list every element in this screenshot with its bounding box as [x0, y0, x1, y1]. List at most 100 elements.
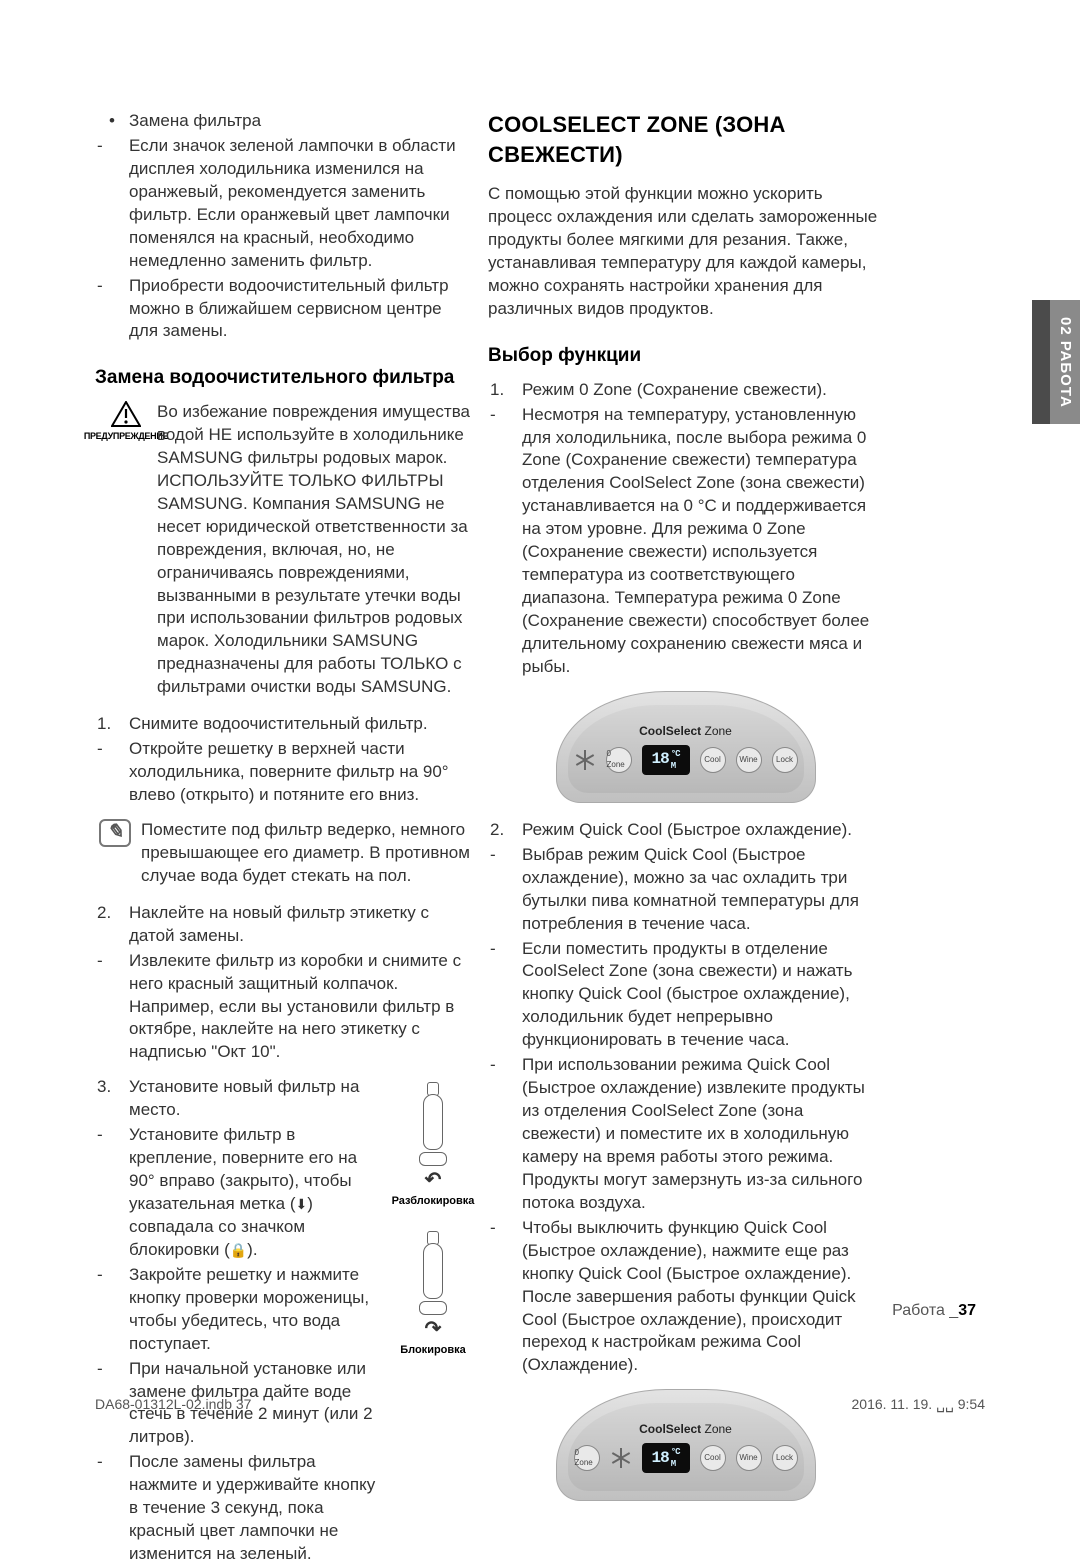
step-number: 2.: [95, 902, 129, 948]
panel-title-rest: Zone: [701, 1422, 732, 1436]
print-timestamp: 2016. 11. 19. ␣␣ 9:54: [852, 1395, 986, 1414]
heading-filter-replace: Замена водоочистительного фильтра: [95, 365, 470, 391]
dash-text: При использовании режима Quick Cool (Быс…: [522, 1054, 883, 1215]
dash-text: Закройте решетку и нажмите кнопку провер…: [129, 1264, 386, 1356]
dash-marker: -: [95, 1451, 129, 1566]
dash-item: - Извлеките фильтр из коробки и снимите …: [95, 950, 470, 1065]
dash-marker: -: [488, 938, 522, 1053]
figure-label-lock: Блокировка: [400, 1343, 466, 1358]
page-number: Работа _37: [892, 1300, 976, 1322]
panel-lcd: 18°CM: [642, 745, 690, 775]
dash-text: Несмотря на температуру, установленную д…: [522, 404, 883, 679]
dash-item: - Установите фильтр в крепление, поверни…: [95, 1124, 386, 1262]
step-number: 2.: [488, 819, 522, 842]
snowflake-icon: [610, 1447, 632, 1469]
side-tab: 02 РАБОТА: [1050, 300, 1080, 424]
note-icon: ✎: [99, 819, 131, 847]
dash-marker: -: [95, 275, 129, 344]
dash-marker: -: [488, 404, 522, 679]
note-block: ✎ Поместите под фильтр ведерко, немного …: [95, 819, 470, 888]
section-name: Работа: [892, 1302, 945, 1319]
note-text: Поместите под фильтр ведерко, немного пр…: [141, 819, 470, 888]
warning-triangle-icon: [111, 401, 141, 427]
dash-item: - Чтобы выключить функцию Quick Cool (Бы…: [488, 1217, 883, 1378]
panel-lock-button: Lock: [772, 747, 798, 773]
step-3-text-col: 3. Установите новый фильтр на место. - У…: [95, 1076, 386, 1568]
warning-text: Во избежание повреждения имущества водой…: [157, 401, 470, 699]
step-number: 1.: [488, 379, 522, 402]
dash-text: Если значок зеленой лампочки в области д…: [129, 135, 470, 273]
panel-lcd: 18°CM: [642, 1443, 690, 1473]
step-text: Снимите водоочистительный фильтр.: [129, 713, 470, 736]
coolselect-panel-figure: CoolSelect Zone 0 Zone 18°CM Cool Wine L…: [556, 691, 816, 803]
dash-text: Если поместить продукты в отделение Cool…: [522, 938, 883, 1053]
dash-item: - Выбрав режим Quick Cool (Быстрое охлаж…: [488, 844, 883, 936]
warning-block: ПРЕДУПРЕЖДЕНИЕ Во избежание повреждения …: [95, 401, 470, 699]
step-text: Наклейте на новый фильтр этикетку с дато…: [129, 902, 470, 948]
dash-item: - После замены фильтра нажмите и удержив…: [95, 1451, 386, 1566]
bullet-text: Замена фильтра: [129, 110, 470, 133]
right-column: COOLSELECT ZONE (ЗОНА СВЕЖЕСТИ) С помощь…: [488, 110, 883, 1568]
step-1: 1. Снимите водоочистительный фильтр.: [95, 713, 470, 736]
step-number: 1.: [95, 713, 129, 736]
dash-text: Установите фильтр в крепление, поверните…: [129, 1124, 386, 1262]
dash-item: - При использовании режима Quick Cool (Б…: [488, 1054, 883, 1215]
dash-marker: -: [95, 135, 129, 273]
step-3-with-figures: 3. Установите новый фильтр на место. - У…: [95, 1076, 470, 1568]
heading-coolselect: COOLSELECT ZONE (ЗОНА СВЕЖЕСТИ): [488, 110, 883, 169]
indicator-mark-icon: ⬇: [296, 1195, 308, 1214]
left-column: • Замена фильтра - Если значок зеленой л…: [95, 110, 470, 1568]
filter-figures-col: ↶ Разблокировка ↷ Блокировка: [396, 1076, 470, 1568]
note-icon-col: ✎: [95, 819, 141, 888]
dash-text: Выбрав режим Quick Cool (Быстрое охлажде…: [522, 844, 883, 936]
panel-0zone-button: 0 Zone: [574, 1445, 600, 1471]
dash-text: Извлеките фильтр из коробки и снимите с …: [129, 950, 470, 1065]
dash-item: - Закройте решетку и нажмите кнопку пров…: [95, 1264, 386, 1356]
panel-0zone-button: 0 Zone: [606, 747, 632, 773]
page-body: • Замена фильтра - Если значок зеленой л…: [95, 110, 980, 1568]
dash-item: - Приобрести водоочистительный фильтр мо…: [95, 275, 470, 344]
dash-text: После замены фильтра нажмите и удерживай…: [129, 1451, 386, 1566]
panel-lock-button: Lock: [772, 1445, 798, 1471]
dash-marker: -: [488, 844, 522, 936]
panel-title: CoolSelect Zone: [639, 1421, 732, 1437]
dash-item: - Если значок зеленой лампочки в области…: [95, 135, 470, 273]
arrow-cw-icon: ↷: [425, 1319, 442, 1339]
dash-text: Откройте решетку в верхней части холодил…: [129, 738, 470, 807]
dash-item: - Несмотря на температуру, установленную…: [488, 404, 883, 679]
step-number: 3.: [95, 1076, 129, 1122]
print-footer: DA68-01312L-02.indb 37 2016. 11. 19. ␣␣ …: [95, 1395, 985, 1414]
bullet-item: • Замена фильтра: [95, 110, 470, 133]
dash-marker: -: [488, 1217, 522, 1378]
warning-label: ПРЕДУПРЕЖДЕНИЕ: [84, 430, 168, 442]
text-frag: ).: [247, 1240, 257, 1259]
arrow-ccw-icon: ↶: [425, 1170, 442, 1190]
dash-item: - Если поместить продукты в отделение Co…: [488, 938, 883, 1053]
snowflake-icon: [574, 749, 596, 771]
filter-unlock-figure: [413, 1076, 453, 1166]
step-text: Установите новый фильтр на место.: [129, 1076, 386, 1122]
dash-marker: -: [95, 950, 129, 1065]
dash-text: Приобрести водоочистительный фильтр можн…: [129, 275, 470, 344]
panel-cool-button: Cool: [700, 747, 726, 773]
dash-text: Чтобы выключить функцию Quick Cool (Быст…: [522, 1217, 883, 1378]
mode-2: 2. Режим Quick Cool (Быстрое охлаждение)…: [488, 819, 883, 842]
panel-title-bold: CoolSelect: [639, 1422, 701, 1436]
text-frag: Установите фильтр в крепление, поверните…: [129, 1125, 357, 1213]
intro-paragraph: С помощью этой функции можно ускорить пр…: [488, 183, 883, 321]
filter-lock-figure: [413, 1225, 453, 1315]
step-2: 2. Наклейте на новый фильтр этикетку с д…: [95, 902, 470, 948]
doc-code: DA68-01312L-02.indb 37: [95, 1395, 251, 1414]
heading-function-select: Выбор функции: [488, 343, 883, 369]
step-text: Режим 0 Zone (Сохранение свежести).: [522, 379, 883, 402]
panel-title-bold: CoolSelect: [639, 724, 701, 738]
dash-marker: -: [95, 1264, 129, 1356]
lock-icon: 🔒: [230, 1241, 247, 1260]
panel-wine-button: Wine: [736, 1445, 762, 1471]
step-text: Режим Quick Cool (Быстрое охлаждение).: [522, 819, 883, 842]
mode-1: 1. Режим 0 Zone (Сохранение свежести).: [488, 379, 883, 402]
side-tab-shadow: [1032, 300, 1050, 424]
step-3: 3. Установите новый фильтр на место.: [95, 1076, 386, 1122]
bullet-marker: •: [95, 110, 129, 133]
dash-item: - Откройте решетку в верхней части холод…: [95, 738, 470, 807]
